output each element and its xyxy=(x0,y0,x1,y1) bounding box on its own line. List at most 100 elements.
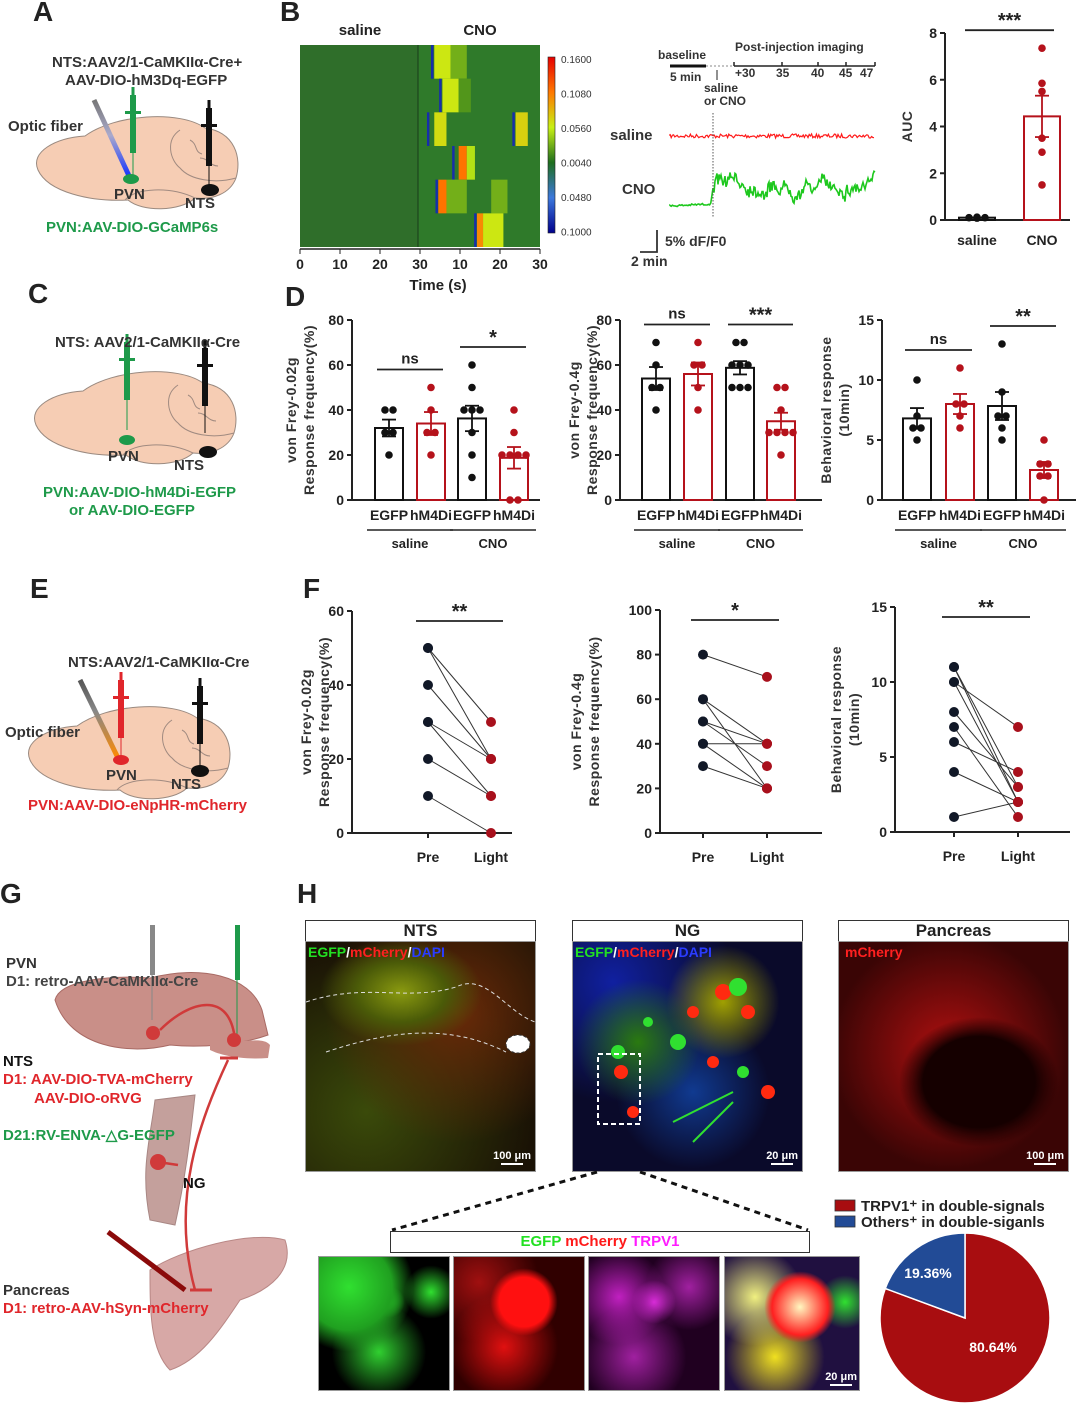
data-point xyxy=(385,451,393,459)
y-tick-label: 10 xyxy=(858,372,874,388)
y-tick-label: 40 xyxy=(596,402,612,418)
data-point xyxy=(913,436,921,444)
micrograph-pancreas: mCherry 100 μm xyxy=(838,941,1069,1172)
rabies-virus-label: D21:RV-ENVA-△G-EGFP xyxy=(3,1127,175,1144)
nts-marker xyxy=(201,184,219,196)
y-tick-label: 0 xyxy=(336,492,344,508)
data-point-pre xyxy=(949,767,959,777)
heatmap-cell xyxy=(483,213,504,247)
baseline-label: baseline xyxy=(658,48,707,62)
x-tick-label: Pre xyxy=(417,849,440,865)
data-point xyxy=(1038,134,1046,142)
data-point xyxy=(652,338,660,347)
data-point xyxy=(1036,472,1044,480)
data-point xyxy=(777,451,785,459)
image-title-pancreas: Pancreas xyxy=(838,920,1069,942)
data-point xyxy=(1038,181,1046,189)
pvn-virus-label: PVN:AAV-DIO-eNpHR-mCherry xyxy=(28,797,247,814)
data-point xyxy=(510,428,518,437)
y-tick-label: 2 xyxy=(929,165,937,181)
data-point-pre xyxy=(949,812,959,822)
pancreas-shape xyxy=(149,1236,288,1371)
optic-fiber-label: Optic fiber xyxy=(5,724,81,741)
significance-label: ** xyxy=(452,601,468,623)
colorbar-tick-label: 0.1080 xyxy=(561,90,592,101)
data-point xyxy=(648,383,656,392)
data-point-light xyxy=(762,783,772,794)
data-point xyxy=(909,424,917,432)
x-tick-label: 20 xyxy=(492,256,508,272)
trace-saline xyxy=(669,132,875,140)
x-tick-label: EGFP xyxy=(983,507,1021,523)
data-point-light xyxy=(1013,797,1023,807)
y-axis-label: von Frey-0.02g xyxy=(283,357,299,463)
group-label: saline xyxy=(659,536,696,551)
data-point xyxy=(1036,460,1044,468)
pair-line xyxy=(702,698,768,745)
data-point-pre xyxy=(423,680,433,690)
colorbar xyxy=(547,56,556,234)
pair-line xyxy=(953,681,1019,803)
pancreas-label: Pancreas xyxy=(3,1282,70,1299)
y-tick-label: 80 xyxy=(636,647,652,663)
heatmap-cell xyxy=(515,112,528,146)
data-point xyxy=(423,428,431,437)
data-point-pre xyxy=(698,649,708,660)
heatmap-cell xyxy=(435,179,438,214)
heatmap-cell xyxy=(442,78,459,113)
channel-legend: mCherry xyxy=(845,944,903,960)
data-point xyxy=(427,451,435,459)
data-point xyxy=(431,428,439,437)
zoom-region-box xyxy=(597,1053,641,1125)
significance-label: * xyxy=(489,327,497,349)
y-axis-label: Response frequency(%) xyxy=(584,325,600,495)
y-tick-label: 60 xyxy=(636,691,652,707)
post-injection-label: Post-injection imaging xyxy=(735,40,864,54)
data-point xyxy=(994,412,1002,420)
heatmap-group-label: CNO xyxy=(463,22,497,39)
legend-label: TRPV1⁺ in double-signals xyxy=(861,1198,1045,1215)
data-point xyxy=(427,406,435,414)
virus-label: AAV-DIO-hM3Dq-EGFP xyxy=(65,72,228,89)
pie-label: 80.64% xyxy=(969,1339,1017,1355)
x-tick-label: hM4Di xyxy=(1023,507,1065,523)
data-point xyxy=(956,364,964,372)
colorbar-tick-label: 0.0560 xyxy=(561,124,592,135)
data-point xyxy=(468,406,476,414)
panel-label-f: F xyxy=(303,573,321,604)
pair-line xyxy=(427,758,492,797)
y-axis-label: (10min) xyxy=(846,693,862,746)
y-tick-label: 5 xyxy=(879,749,887,765)
data-point xyxy=(510,406,518,414)
data-point xyxy=(652,406,660,414)
data-point xyxy=(765,428,773,437)
x-tick-label: 20 xyxy=(372,256,388,272)
heatmap-saline xyxy=(300,45,418,247)
channel-legend: EGFP/mCherry/DAPI xyxy=(575,944,712,960)
data-point-pre xyxy=(423,791,433,801)
data-point xyxy=(981,213,989,222)
pair-line xyxy=(953,726,1019,818)
y-tick-label: 20 xyxy=(636,780,652,796)
data-point xyxy=(381,428,389,437)
y-tick-label: 0 xyxy=(336,825,344,841)
pair-line xyxy=(427,721,492,797)
y-axis-label: Response frequency(%) xyxy=(586,637,602,807)
x-tick-label: EGFP xyxy=(370,507,408,523)
panel-label-h: H xyxy=(297,878,318,909)
data-point xyxy=(652,361,660,369)
pvn-marker xyxy=(113,755,129,765)
data-point xyxy=(965,213,973,222)
data-point xyxy=(956,424,964,432)
heatmap-cell xyxy=(466,146,475,180)
data-point xyxy=(690,361,698,369)
data-point-pre xyxy=(949,662,959,672)
pair-line xyxy=(427,721,492,760)
virus-label: NTS:AAV2/1-CaMKIIα-Cre+ xyxy=(52,54,243,71)
heatmap-cell xyxy=(434,45,451,79)
heatmap-cell xyxy=(426,112,430,146)
y-axis-label: von Frey-0.4g xyxy=(568,673,584,771)
nts-label: NTS xyxy=(3,1053,33,1070)
